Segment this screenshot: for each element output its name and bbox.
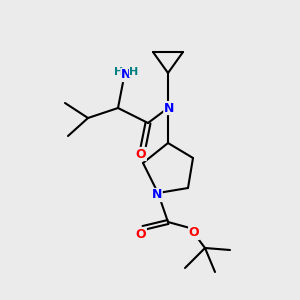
Text: H: H [114,67,124,77]
Text: N: N [164,101,174,115]
Text: N: N [152,188,162,202]
Text: H: H [129,67,139,77]
Text: O: O [136,148,146,160]
Text: O: O [136,227,146,241]
Text: N: N [121,68,131,82]
Text: O: O [189,226,199,239]
